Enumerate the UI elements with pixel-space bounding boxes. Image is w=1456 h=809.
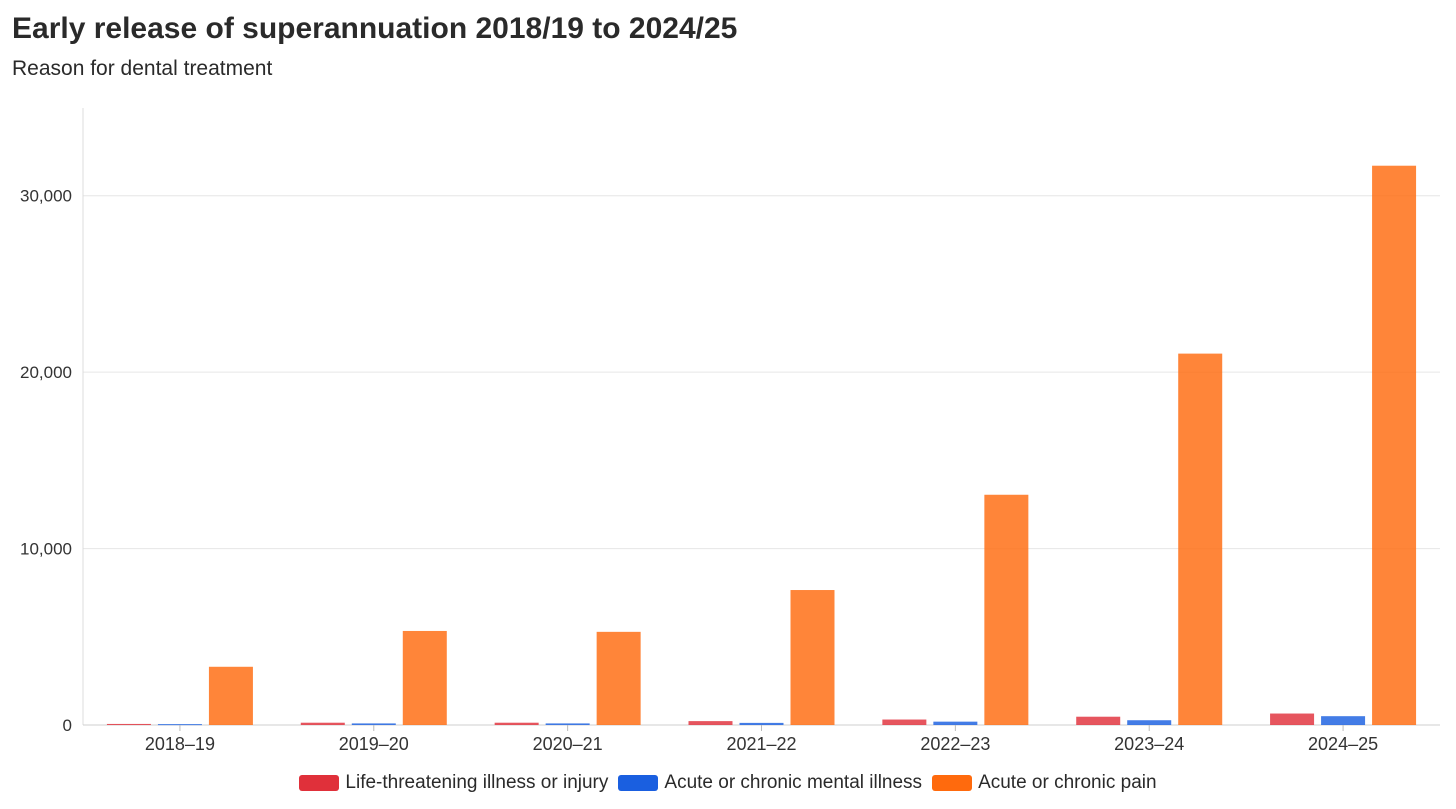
legend-item-mental-illness[interactable]: Acute or chronic mental illness bbox=[618, 772, 922, 794]
chart-title: Early release of superannuation 2018/19 … bbox=[12, 12, 738, 45]
bar-life-threatening[interactable] bbox=[688, 721, 733, 725]
legend-label: Acute or chronic pain bbox=[978, 772, 1157, 793]
y-tick-label: 30,000 bbox=[20, 187, 72, 206]
legend-swatch bbox=[299, 775, 340, 791]
bar-mental-illness[interactable] bbox=[739, 722, 784, 725]
bar-mental-illness[interactable] bbox=[1127, 720, 1172, 725]
bar-life-threatening[interactable] bbox=[106, 723, 151, 725]
x-tick-label: 2022–23 bbox=[920, 734, 990, 754]
bar-life-threatening[interactable] bbox=[1076, 716, 1121, 725]
x-tick-label: 2024–25 bbox=[1308, 734, 1378, 754]
bar-chronic-pain[interactable] bbox=[790, 590, 835, 725]
bar-mental-illness[interactable] bbox=[545, 723, 590, 725]
x-tick-label: 2019–20 bbox=[339, 734, 409, 754]
legend-swatch bbox=[618, 775, 659, 791]
bar-mental-illness[interactable] bbox=[1321, 716, 1366, 725]
x-tick-label: 2021–22 bbox=[726, 734, 796, 754]
bar-mental-illness[interactable] bbox=[157, 724, 202, 726]
legend-label: Acute or chronic mental illness bbox=[664, 772, 923, 793]
bar-life-threatening[interactable] bbox=[300, 722, 345, 725]
legend: Life-threatening illness or injury Acute… bbox=[0, 772, 1456, 794]
bar-chronic-pain[interactable] bbox=[1178, 353, 1223, 725]
y-tick-label: 10,000 bbox=[20, 540, 72, 559]
bar-life-threatening[interactable] bbox=[882, 719, 927, 725]
bar-life-threatening[interactable] bbox=[1270, 713, 1315, 725]
bar-chart: 0 10,000 20,000 30,000 2018–19 2019–20 2020–21… bbox=[20, 108, 1440, 754]
y-tick-label: 20,000 bbox=[20, 363, 72, 382]
x-tick-label: 2018–19 bbox=[145, 734, 215, 754]
x-tick-label: 2020–21 bbox=[533, 734, 603, 754]
bar-mental-illness[interactable] bbox=[351, 723, 396, 725]
legend-item-life-threatening[interactable]: Life-threatening illness or injury bbox=[299, 772, 608, 794]
bar-life-threatening[interactable] bbox=[494, 722, 539, 725]
bar-mental-illness[interactable] bbox=[933, 721, 978, 725]
bar-chronic-pain[interactable] bbox=[1372, 165, 1417, 725]
x-tick-label: 2023–24 bbox=[1114, 734, 1184, 754]
bar-chronic-pain[interactable] bbox=[208, 666, 253, 725]
legend-label: Life-threatening illness or injury bbox=[345, 772, 609, 793]
y-tick-label: 0 bbox=[63, 716, 72, 735]
chart-subtitle: Reason for dental treatment bbox=[12, 57, 273, 80]
bar-chronic-pain[interactable] bbox=[596, 631, 641, 725]
bar-chronic-pain[interactable] bbox=[402, 630, 447, 725]
legend-item-chronic-pain[interactable]: Acute or chronic pain bbox=[932, 772, 1157, 794]
bar-chronic-pain[interactable] bbox=[984, 494, 1029, 725]
legend-swatch bbox=[932, 775, 973, 791]
